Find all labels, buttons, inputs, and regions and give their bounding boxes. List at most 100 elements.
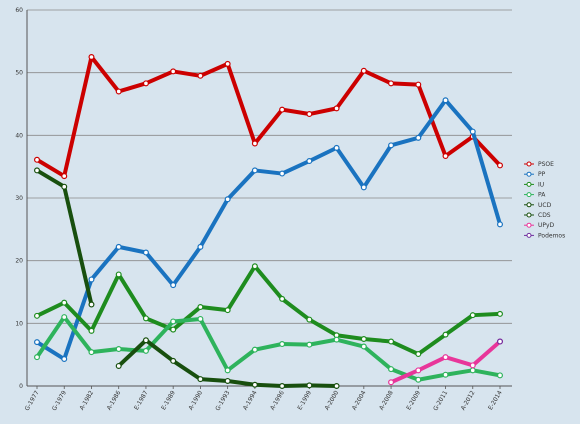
data-point-iu xyxy=(88,327,95,334)
data-point-pp xyxy=(142,249,149,256)
data-point-pa xyxy=(497,372,504,379)
legend-marker-psoe xyxy=(526,161,532,167)
data-point-pp xyxy=(442,97,449,104)
data-point-iu xyxy=(251,263,258,270)
data-point-upyd xyxy=(388,379,395,386)
series-podemos xyxy=(497,338,504,345)
grid-lines xyxy=(27,9,512,324)
legend-label-cds: CDS xyxy=(538,212,551,219)
data-point-pa xyxy=(415,376,422,383)
data-point-podemos xyxy=(497,338,504,345)
data-point-pa xyxy=(469,367,476,374)
data-point-pp xyxy=(197,243,204,250)
x-tick-label: E-1987 xyxy=(133,389,150,411)
x-tick-label: E-2009 xyxy=(405,389,422,411)
data-point-iu xyxy=(142,315,149,322)
data-point-iu xyxy=(115,271,122,278)
data-point-pa xyxy=(251,346,258,353)
legend-marker-ucd xyxy=(526,202,532,208)
data-point-psoe xyxy=(88,53,95,60)
data-point-pp xyxy=(388,142,395,149)
data-point-pp xyxy=(224,196,231,203)
data-point-iu xyxy=(442,331,449,338)
series-pp xyxy=(33,97,504,363)
data-point-psoe xyxy=(497,162,504,169)
data-point-psoe xyxy=(61,173,68,180)
data-point-psoe xyxy=(142,80,149,87)
x-axis-ticks: G-1977 G-1979 A-1982 A-1986 E-1987 E-1989 A-19… xyxy=(24,386,504,412)
data-point-iu xyxy=(388,338,395,345)
data-point-pp xyxy=(115,243,122,250)
data-point-psoe xyxy=(279,106,286,113)
legend-label-podemos: Podemos xyxy=(538,232,565,239)
data-point-pp xyxy=(170,282,177,289)
series-cds xyxy=(115,337,340,390)
data-point-psoe xyxy=(306,111,313,118)
y-tick-label: 40 xyxy=(15,132,23,139)
y-tick-label: 50 xyxy=(15,70,23,77)
x-tick-label: A-1990 xyxy=(187,389,204,411)
data-point-psoe xyxy=(388,80,395,87)
data-point-psoe xyxy=(251,140,258,147)
data-point-pp xyxy=(88,276,95,283)
y-tick-label: 10 xyxy=(15,320,23,327)
y-tick-label: 30 xyxy=(15,195,23,202)
data-point-ucd xyxy=(88,301,95,308)
data-point-pa xyxy=(197,315,204,322)
x-tick-label: G-2011 xyxy=(432,389,449,412)
x-tick-label: E-2014 xyxy=(487,389,504,411)
data-point-pp xyxy=(360,184,367,191)
data-point-pp xyxy=(306,158,313,165)
x-tick-label: A-2004 xyxy=(351,389,368,411)
data-point-pa xyxy=(279,341,286,348)
data-point-pp xyxy=(333,144,340,151)
series-iu xyxy=(33,263,504,358)
data-point-pa xyxy=(224,367,231,374)
data-point-upyd xyxy=(442,354,449,361)
legend-label-ucd: UCD xyxy=(538,202,552,209)
legend-marker-pa xyxy=(526,192,532,198)
data-point-pa xyxy=(142,347,149,354)
x-tick-label: E-1989 xyxy=(160,389,177,411)
series-pa xyxy=(33,314,504,383)
data-point-cds xyxy=(170,357,177,364)
data-point-cds xyxy=(333,383,340,390)
data-point-pa xyxy=(115,346,122,353)
data-point-cds xyxy=(306,382,313,389)
data-point-pa xyxy=(360,343,367,350)
legend-marker-upyd xyxy=(526,222,532,228)
data-point-ucd xyxy=(61,183,68,190)
data-point-upyd xyxy=(469,362,476,369)
x-tick-label: E-1999 xyxy=(296,389,313,411)
legend-marker-iu xyxy=(526,181,532,187)
data-point-psoe xyxy=(333,105,340,112)
legend-label-iu: IU xyxy=(538,181,544,188)
x-tick-label: G-1993 xyxy=(214,389,231,412)
data-point-iu xyxy=(306,316,313,323)
data-point-pp xyxy=(251,167,258,174)
data-point-pa xyxy=(33,354,40,361)
y-tick-label: 60 xyxy=(15,7,23,14)
data-point-iu xyxy=(415,351,422,358)
data-point-pa xyxy=(306,341,313,348)
legend-label-upyd: UPyD xyxy=(538,222,555,229)
series-line-iu xyxy=(35,264,502,357)
data-point-iu xyxy=(279,295,286,302)
data-point-cds xyxy=(115,362,122,369)
legend-marker-cds xyxy=(526,212,532,218)
data-point-psoe xyxy=(115,88,122,95)
data-point-psoe xyxy=(170,68,177,75)
legend-marker-pp xyxy=(526,171,532,177)
legend-label-psoe: PSOE xyxy=(538,161,554,168)
data-point-psoe xyxy=(415,81,422,88)
legend: PSOE PP IU PA UCD CDS UPyD Podemos xyxy=(524,161,565,239)
series-lines xyxy=(33,53,504,390)
data-point-psoe xyxy=(360,67,367,74)
data-point-iu xyxy=(61,299,68,306)
data-point-pa xyxy=(170,318,177,325)
data-point-cds xyxy=(142,337,149,344)
series-ucd xyxy=(33,167,95,308)
data-point-pa xyxy=(61,314,68,321)
data-point-pa xyxy=(88,349,95,356)
